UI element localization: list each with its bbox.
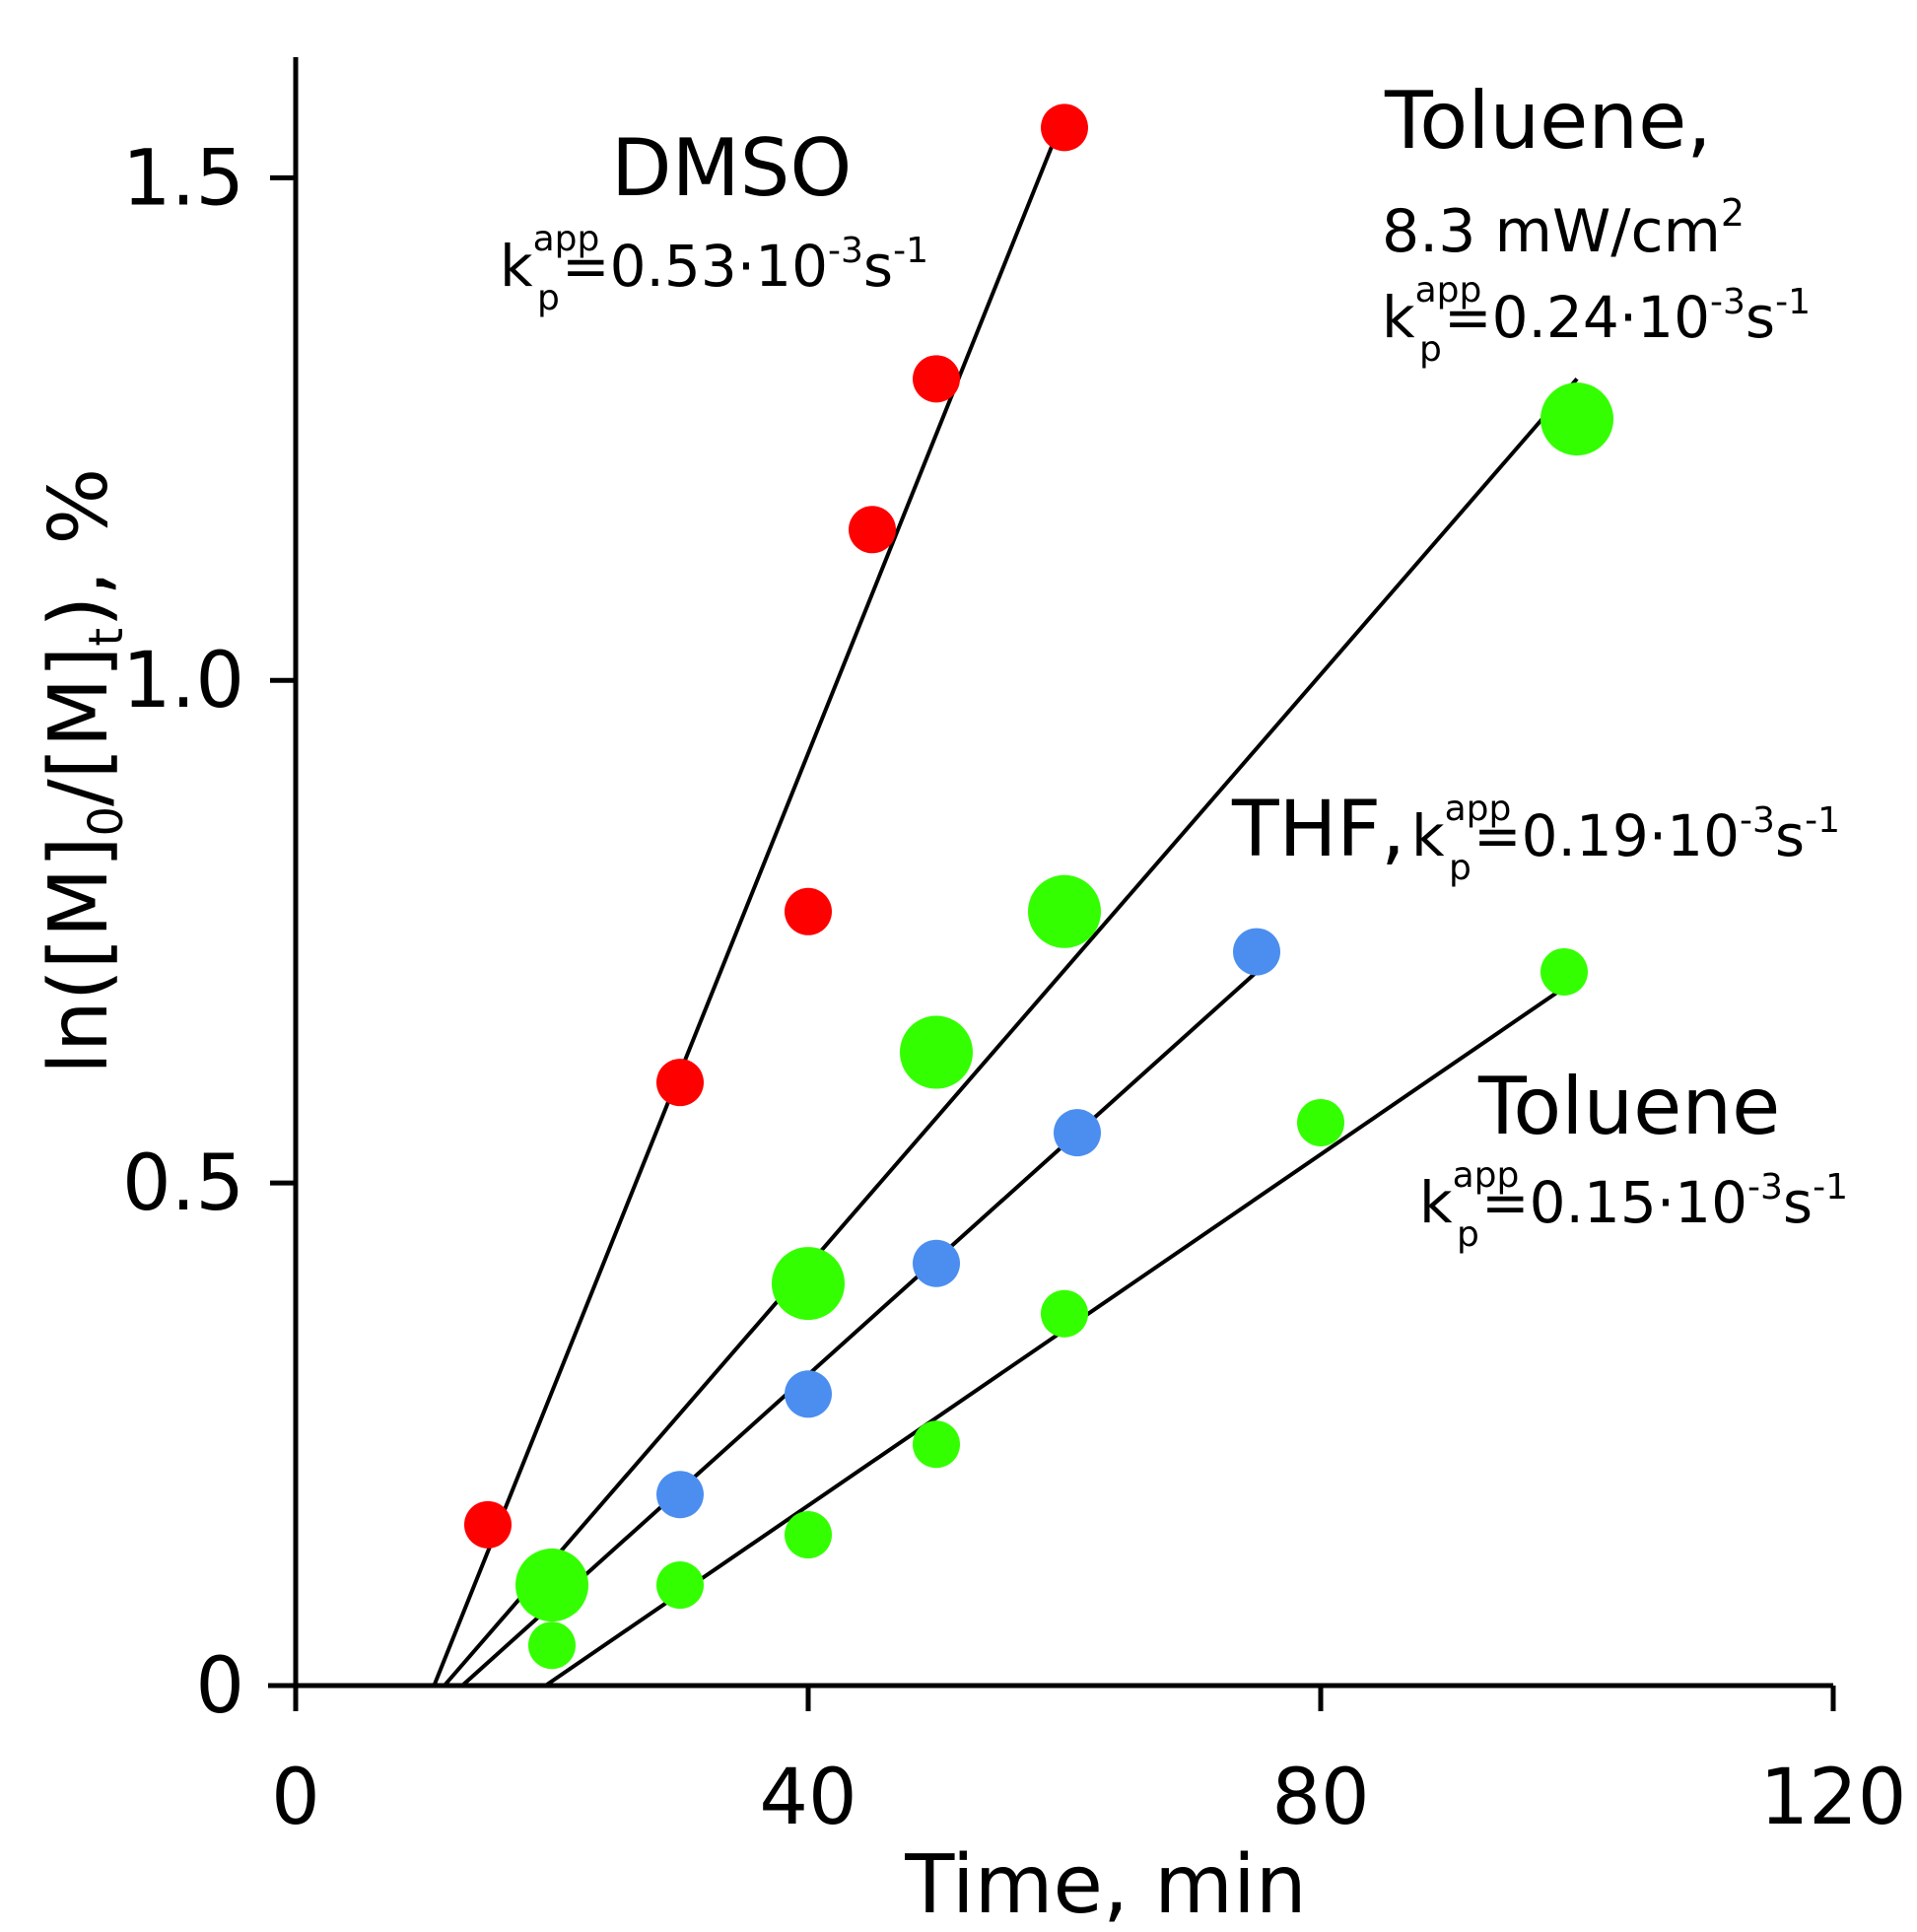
data-point <box>785 1370 832 1418</box>
thf-unit: s <box>1775 802 1805 869</box>
data-point <box>772 1247 845 1321</box>
toluene-label: Toluene <box>1477 1061 1780 1152</box>
toluene-8-3-exp1: -3 <box>1710 282 1746 322</box>
data-point <box>913 1420 960 1469</box>
data-point <box>656 1059 704 1107</box>
thf-k-value: =0.19·10 <box>1473 802 1740 869</box>
toluene-k-sup: app <box>1453 1155 1520 1196</box>
svg-text:8.3 mW/cm2: 8.3 mW/cm2 <box>1382 191 1745 266</box>
data-points <box>464 104 1613 1670</box>
data-point <box>1540 947 1588 996</box>
y-title-tail: ), % <box>33 468 126 628</box>
toluene-8-3-k-sub: p <box>1419 329 1442 370</box>
annotation-dmso: DMSO kapp p=0.53·10-3s-1 <box>500 122 928 318</box>
data-point <box>1041 1289 1088 1338</box>
data-point <box>1028 874 1101 948</box>
x-tick-label: 80 <box>1271 1754 1369 1842</box>
dmso-exp1: -3 <box>828 231 863 271</box>
annotation-toluene-8-3: Toluene, 8.3 mW/cm2 kapp p=0.24·10-3s-1 <box>1382 75 1811 370</box>
data-point <box>464 1500 512 1549</box>
dmso-k-sub: p <box>537 278 560 318</box>
toluene-k: k <box>1419 1169 1453 1236</box>
svg-text:ln([M]0/[M]t), %: ln([M]0/[M]t), % <box>33 468 134 1074</box>
y-title-mid: /[M] <box>33 647 126 806</box>
thf-exp1: -3 <box>1740 800 1775 841</box>
y-tick-label: 0 <box>195 1642 244 1731</box>
data-point <box>913 355 960 403</box>
toluene-8-3-unit: s <box>1746 284 1775 351</box>
toluene-8-3-power-exp: 2 <box>1721 191 1745 235</box>
toluene-8-3-k: k <box>1382 284 1415 351</box>
data-point <box>656 1471 704 1519</box>
fit-line-3 <box>544 990 1559 1688</box>
data-point <box>515 1549 588 1622</box>
y-tick-label: 0.5 <box>122 1139 244 1228</box>
dmso-label: DMSO <box>611 122 852 214</box>
fit-line-1 <box>443 378 1579 1688</box>
annotation-toluene: Toluene kapp p=0.15·10-3s-1 <box>1419 1061 1848 1255</box>
annotation-thf: THF, kapp p=0.19·10-3s-1 <box>1231 786 1840 888</box>
thf-k: k <box>1411 802 1445 869</box>
data-point <box>1540 382 1613 456</box>
axes <box>268 57 1833 1695</box>
data-point <box>785 887 832 935</box>
y-title-main: ln([M] <box>33 837 126 1074</box>
thf-k-sub: p <box>1449 848 1472 888</box>
x-tick-label: 0 <box>271 1754 320 1842</box>
data-point <box>785 1511 832 1559</box>
dmso-k-sup: app <box>533 219 600 259</box>
x-tick-label: 120 <box>1760 1754 1907 1842</box>
toluene-8-3-label: Toluene, <box>1384 75 1712 167</box>
thf-exp2: -1 <box>1805 800 1840 841</box>
y-tick-label: 1.0 <box>122 637 244 725</box>
thf-k-sup: app <box>1445 789 1512 829</box>
toluene-exp2: -1 <box>1813 1167 1848 1208</box>
data-point <box>1041 104 1088 152</box>
x-tick-label: 40 <box>759 1754 856 1842</box>
toluene-8-3-exp2: -1 <box>1775 282 1811 322</box>
y-title-sub0: 0 <box>79 806 134 837</box>
toluene-8-3-power: 8.3 mW/cm <box>1382 197 1721 266</box>
toluene-8-3-k-value: =0.24·10 <box>1444 284 1710 351</box>
dmso-unit: s <box>863 233 893 300</box>
y-title-subt: t <box>79 628 134 647</box>
toluene-k-value: =0.15·10 <box>1481 1169 1747 1236</box>
fit-line-2 <box>460 970 1259 1688</box>
toluene-8-3-k-sup: app <box>1415 270 1482 310</box>
data-point <box>656 1561 704 1610</box>
data-point <box>1297 1098 1344 1146</box>
data-point <box>1233 928 1280 976</box>
ticks: 0 40 80 120 0 0.5 1.0 1.5 <box>122 134 1906 1842</box>
fit-lines <box>432 126 1579 1688</box>
data-point <box>900 1015 973 1089</box>
data-point <box>913 1239 960 1287</box>
data-point <box>528 1622 576 1670</box>
toluene-unit: s <box>1783 1169 1813 1236</box>
fit-line-0 <box>432 126 1061 1687</box>
dmso-exp2: -1 <box>893 231 928 271</box>
toluene-exp1: -3 <box>1747 1167 1783 1208</box>
thf-label: THF, <box>1231 786 1405 874</box>
dmso-k: k <box>500 233 533 300</box>
data-point <box>849 506 896 554</box>
y-tick-label: 1.5 <box>122 134 244 223</box>
toluene-k-sub: p <box>1457 1214 1479 1255</box>
x-axis-title: Time, min <box>904 1838 1306 1932</box>
data-point <box>1054 1109 1101 1157</box>
y-axis-title: ln([M]0/[M]t), % <box>33 468 134 1074</box>
dmso-k-value: =0.53·10 <box>562 233 828 300</box>
